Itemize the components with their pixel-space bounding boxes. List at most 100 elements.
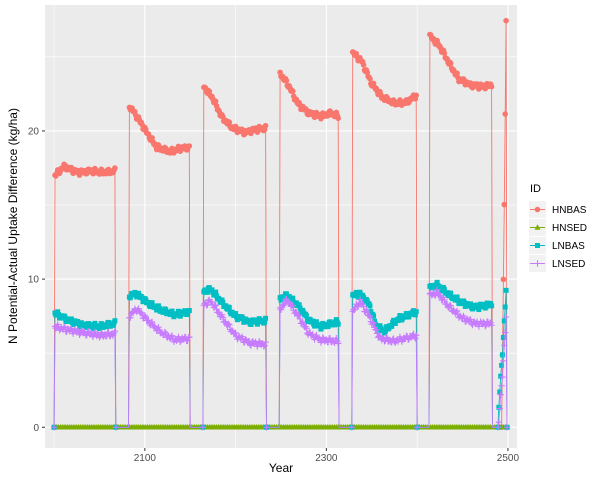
data-point [392,320,398,326]
data-point [248,322,254,328]
data-point [297,305,303,311]
data-point [162,329,169,337]
data-point [469,321,476,329]
data-point [470,306,476,312]
data-point [216,310,223,317]
data-point [92,320,98,326]
legend-item-hnbas: HNBAS [529,201,587,218]
data-point [161,328,169,336]
data-point [163,307,169,313]
data-point [447,60,454,67]
data-point [83,332,90,339]
data-point [454,70,460,77]
data-point [228,327,236,334]
data-point [371,318,377,324]
data-point [240,315,246,321]
legend-key-marker [534,224,541,230]
data-point [499,352,505,358]
x-tick-label: 2100 [134,453,157,464]
data-point [68,316,74,322]
data-point [282,294,288,300]
data-point [333,317,339,323]
data-point [212,98,219,105]
data-point [96,334,103,341]
y-tick-label: 20 [28,126,40,137]
data-point [494,424,502,431]
data-point [52,324,60,332]
data-point [500,335,506,341]
data-point [327,319,333,325]
data-point [501,318,507,324]
data-point [149,300,155,306]
data-point [206,285,212,291]
legend-item-hnsed: HNSED [529,219,587,236]
data-point [246,318,252,324]
data-point [369,319,376,326]
data-point [371,313,377,319]
data-point [226,305,232,311]
data-point [220,299,226,305]
data-point [143,297,149,303]
data-point [444,290,450,296]
data-point [446,293,452,299]
data-point [502,313,510,321]
data-point [389,323,395,329]
y-axis-title: N Potential-Actual Uptake Difference (kg… [6,108,20,344]
data-point [90,325,96,331]
data-point [186,143,193,149]
data-point [61,324,69,331]
data-point [148,318,156,326]
legend-key-marker [534,206,541,213]
legend-item-lnsed: LNSED [529,255,585,272]
data-point [199,424,207,431]
data-point [488,321,495,329]
data-point [169,308,175,314]
data-point [112,318,118,324]
data-point [111,327,119,335]
data-point [497,389,503,395]
data-point [355,294,361,300]
data-point [303,325,310,332]
data-point [254,321,260,327]
data-point [354,303,362,311]
data-point [499,362,505,368]
legend: ID HNBAS HNSED LNBAS LNSED [529,183,587,272]
data-point [211,302,218,310]
legend-label: HNSED [552,223,587,234]
data-point [382,328,388,334]
x-axis-title: Year [269,461,293,475]
data-point [142,313,149,321]
data-point [443,300,451,308]
data-point [502,304,508,310]
data-point [503,287,509,293]
data-point [434,279,440,285]
data-point [50,424,58,431]
data-point [55,309,61,315]
data-point [226,119,233,126]
data-point [441,287,447,293]
data-point [216,296,222,302]
series-hnbas [51,17,510,431]
data-point [503,424,511,431]
data-point [155,323,162,331]
data-point [433,286,441,293]
data-point [413,332,420,339]
data-point [290,295,296,301]
data-point [219,314,227,321]
data-point [260,343,267,350]
data-point [413,309,419,315]
data-point [360,62,367,68]
data-point [293,300,299,306]
data-point [293,309,300,316]
data-point [353,289,359,295]
data-point [367,75,373,82]
legend-item-lnbas: LNBAS [529,237,585,254]
data-point [367,303,373,309]
data-point [356,296,364,303]
data-point [262,319,268,325]
data-point [454,294,460,300]
data-point [411,308,417,314]
data-point [127,295,133,301]
data-point [402,314,408,320]
data-point [319,334,326,341]
